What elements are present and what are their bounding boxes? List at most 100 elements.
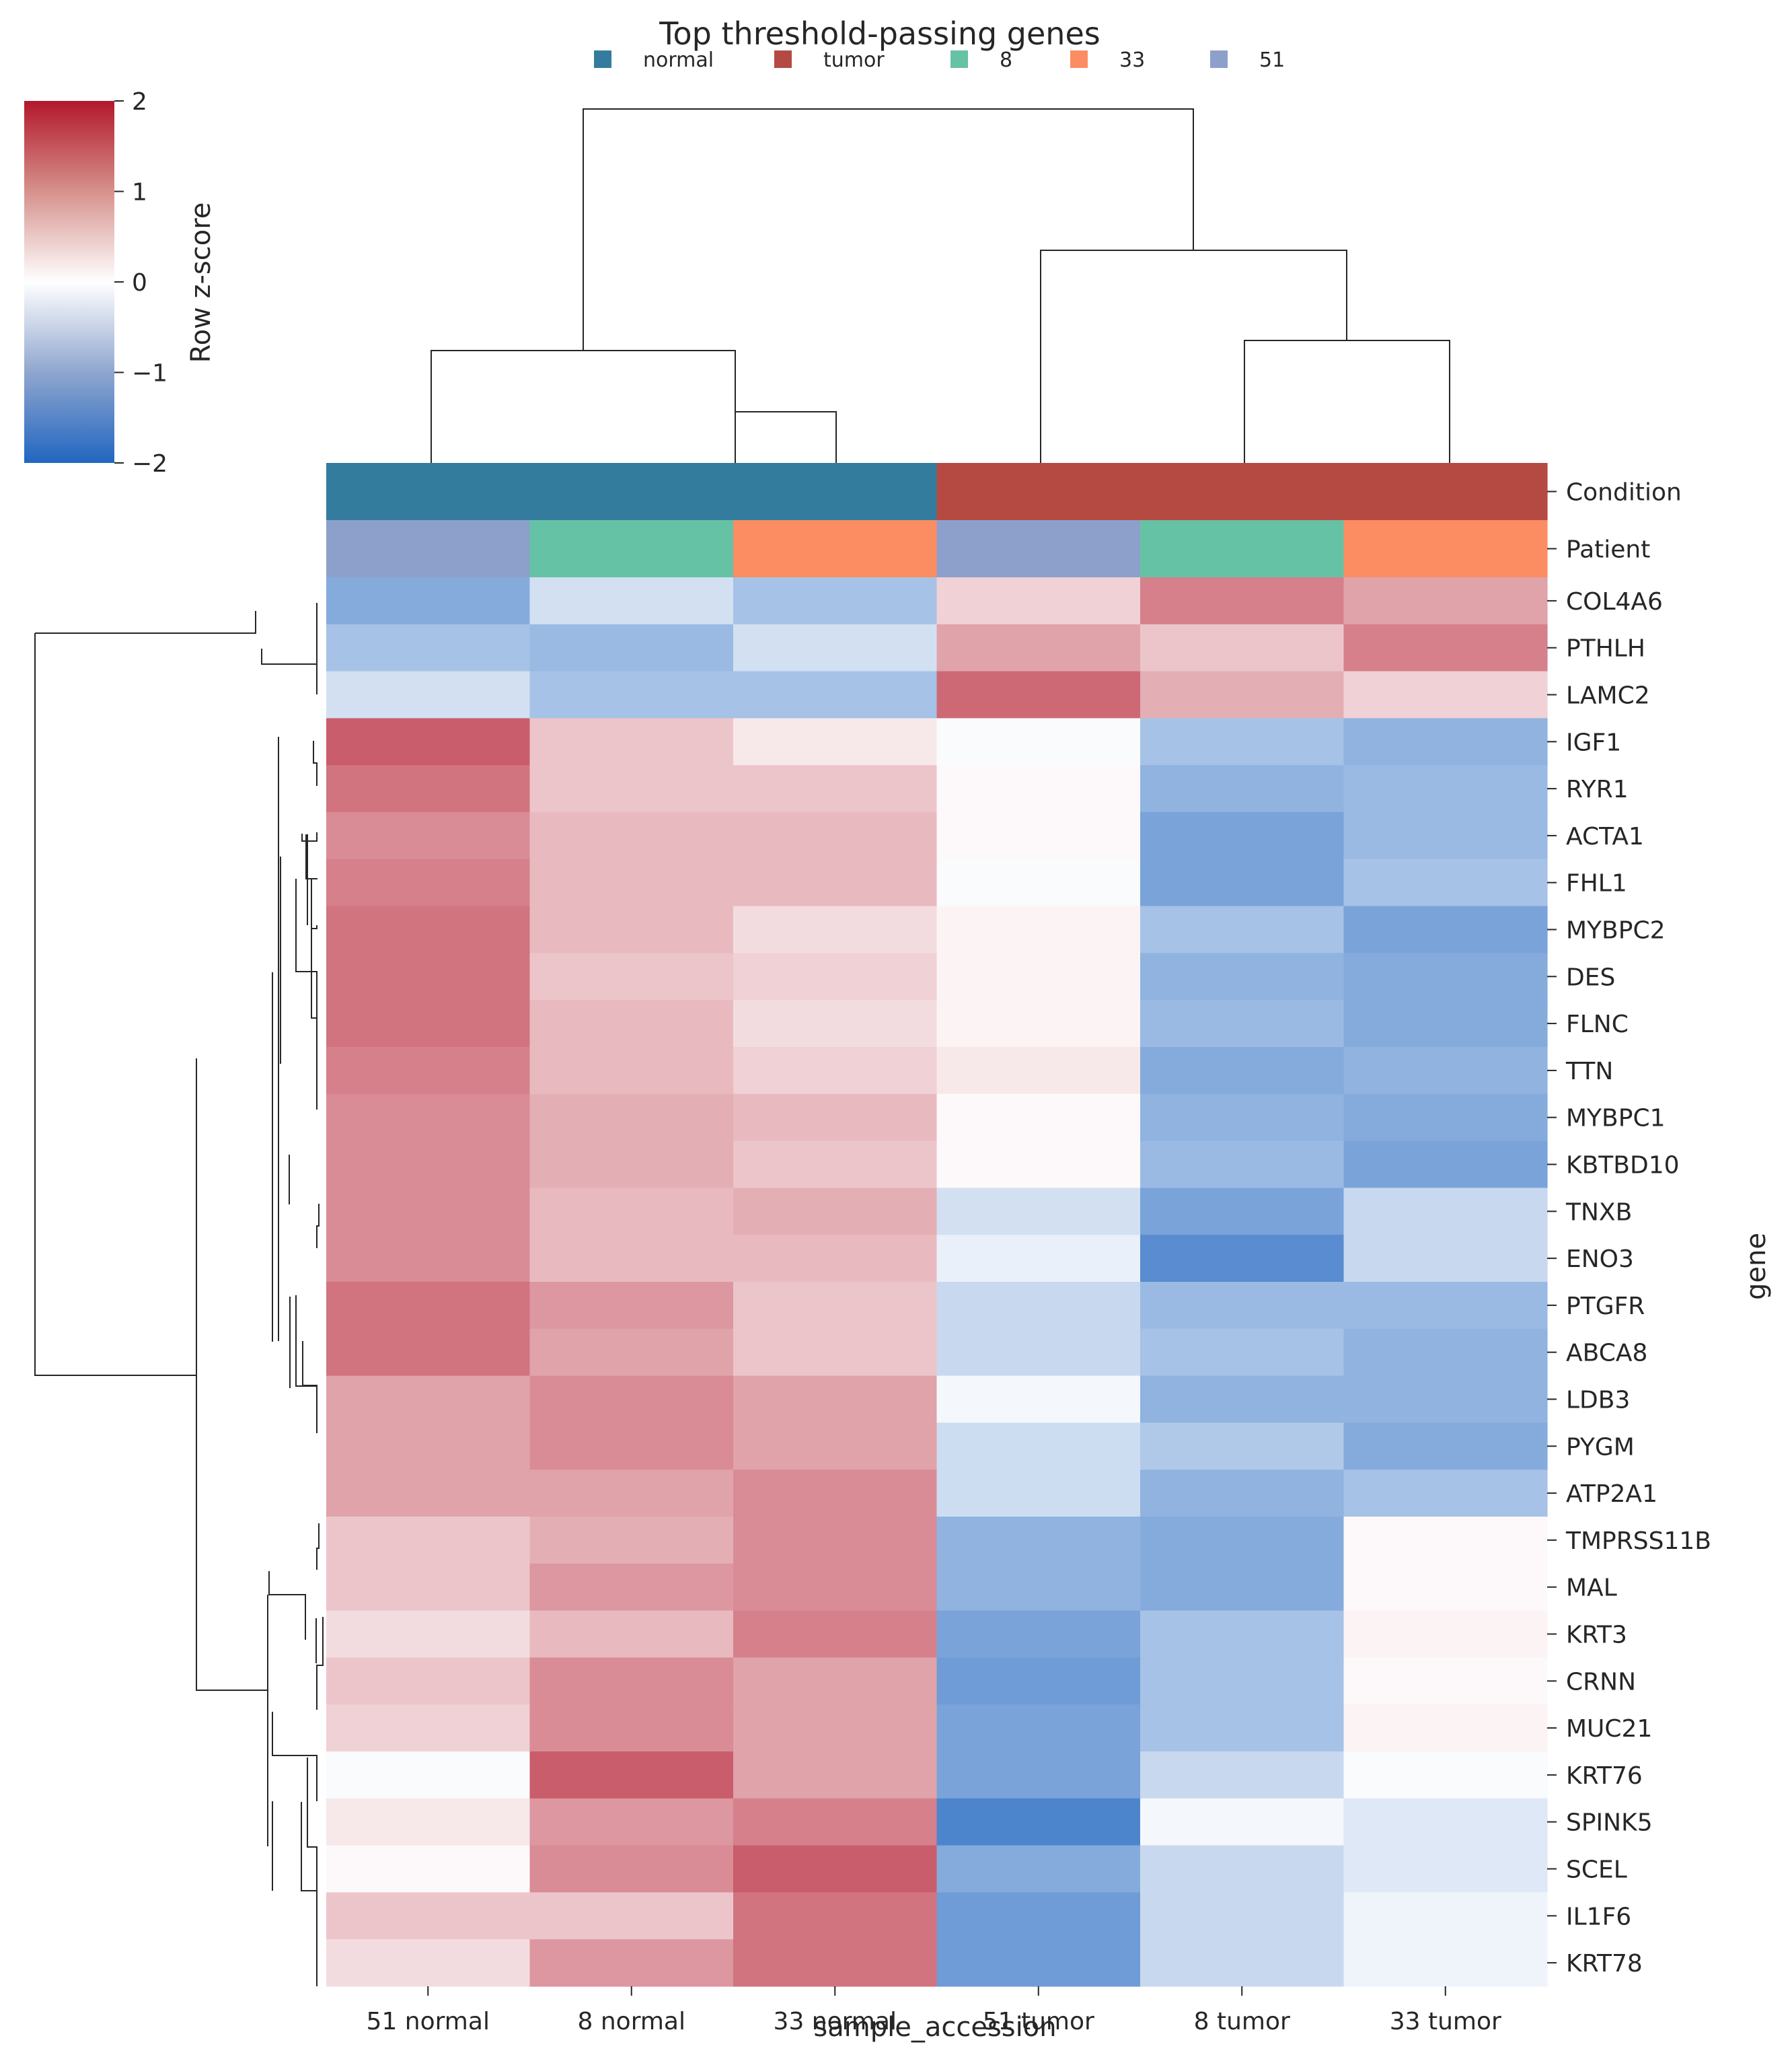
heatmap-cell-ptgfr-51-normal (326, 1282, 531, 1330)
heatmap-cell-krt3-33-normal (733, 1610, 938, 1658)
heatmap-cell-krt3-33-tumor (1343, 1610, 1548, 1658)
row-label-abca8: ABCA8 (1566, 1340, 1647, 1367)
heatmap-cell-pthlh-33-tumor (1343, 624, 1548, 672)
colorbar-tick-label-2: 0 (132, 269, 147, 297)
heatmap-cell-tnxb-33-tumor (1343, 1188, 1548, 1235)
heatmap-cell-tmprss11b-8-tumor (1140, 1517, 1345, 1564)
heatmap-cell-krt3-51-normal (326, 1610, 531, 1658)
heatmap-cell-scel-51-tumor (936, 1845, 1141, 1893)
column-dendrogram (431, 108, 1450, 463)
heatmap-cell-mybpc1-51-normal (326, 1093, 531, 1142)
heatmap-cell-ldb3-33-tumor (1343, 1375, 1548, 1423)
row-label-spink5: SPINK5 (1566, 1809, 1653, 1837)
row-label-mybpc1: MYBPC1 (1566, 1105, 1666, 1132)
heatmap-cell-atp2a1-8-normal (529, 1470, 734, 1517)
heatmap-cell-ryr1-8-tumor (1140, 765, 1345, 813)
heatmap-cell-muc21-33-normal (733, 1704, 938, 1752)
column-label-8-normal: 8 normal (578, 2008, 686, 2035)
heatmap-cell-abca8-8-normal (529, 1328, 734, 1377)
heatmap-cell-ryr1-51-tumor (936, 765, 1141, 813)
heatmap-cell-ldb3-33-normal (733, 1375, 938, 1423)
heatmap-cell-spink5-51-tumor (936, 1798, 1141, 1846)
heatmap-cell-mal-33-normal (733, 1563, 938, 1611)
heatmap-cell-scel-8-normal (529, 1845, 734, 1893)
heatmap-cell-krt76-51-tumor (936, 1751, 1141, 1799)
annotation-cell-condition-33-tumor (1343, 463, 1548, 520)
annotation-label-patient: Patient (1566, 536, 1650, 564)
heatmap-cell-mybpc2-51-normal (326, 906, 531, 953)
heatmap-cell-spink5-8-normal (529, 1798, 734, 1846)
heatmap-cell-igf1-33-tumor (1343, 718, 1548, 766)
heatmap-cell-pygm-51-tumor (936, 1422, 1141, 1470)
row-label-col4a6: COL4A6 (1566, 588, 1663, 616)
heatmap-cell-crnn-8-normal (529, 1657, 734, 1705)
heatmap-cell-atp2a1-51-normal (326, 1470, 531, 1517)
heatmap-cell-mal-33-tumor (1343, 1563, 1548, 1611)
row-tick-labels: COL4A6 PTHLH LAMC2 IGF1 RYR1 ACTA1 FHL1 MYBPC2 D… (1547, 588, 1711, 1978)
annotation-label-condition: Condition (1566, 479, 1682, 507)
legend-swatch-tumor (774, 50, 792, 68)
heatmap-cell-igf1-8-normal (529, 718, 734, 766)
row-label-pthlh: PTHLH (1566, 635, 1645, 663)
heatmap-cell-abca8-8-tumor (1140, 1328, 1345, 1377)
heatmap-cell-ptgfr-33-normal (733, 1282, 938, 1330)
heatmap-cell-ryr1-51-normal (326, 765, 531, 813)
heatmap-cell-flnc-51-tumor (936, 1000, 1141, 1048)
heatmap-cell-crnn-51-normal (326, 1657, 531, 1705)
heatmap-cell-krt3-8-tumor (1140, 1610, 1345, 1658)
heatmap-cell-mybpc1-8-normal (529, 1093, 734, 1142)
heatmap-cell-krt78-51-normal (326, 1939, 531, 1987)
heatmap-cell-ttn-33-normal (733, 1047, 938, 1095)
heatmap-cell-pygm-8-tumor (1140, 1422, 1345, 1470)
colorbar-label: Row z-score (186, 203, 217, 363)
column-label-51-normal: 51 normal (367, 2008, 490, 2035)
heatmap-cell-lamc2-33-tumor (1343, 671, 1548, 719)
row-dendrogram (34, 603, 324, 1986)
legend-swatch-51 (1210, 50, 1228, 68)
row-label-scel: SCEL (1566, 1856, 1627, 1884)
heatmap-cell-tnxb-51-normal (326, 1188, 531, 1235)
annotation-cell-condition-8-normal (529, 463, 734, 520)
heatmap-cell-igf1-33-normal (733, 718, 938, 766)
heatmap-cell-des-8-tumor (1140, 953, 1345, 1001)
heatmap-cell-lamc2-8-normal (529, 671, 734, 719)
heatmap-cell-des-33-normal (733, 953, 938, 1001)
heatmap-cell-pthlh-8-normal (529, 624, 734, 672)
row-label-ryr1: RYR1 (1566, 776, 1629, 803)
heatmap-cell-fhl1-8-tumor (1140, 859, 1345, 907)
annotation-cell-patient-33-tumor (1343, 520, 1548, 577)
legend-label-normal: normal (643, 48, 714, 72)
heatmap-cell-ptgfr-33-tumor (1343, 1282, 1548, 1330)
heatmap-cell-col4a6-33-normal (733, 577, 938, 625)
heatmap-cell-acta1-33-normal (733, 812, 938, 860)
heatmap-cell-spink5-33-normal (733, 1798, 938, 1846)
heatmap-cell-crnn-8-tumor (1140, 1657, 1345, 1705)
legend: normal tumor 8 33 51 (594, 48, 1285, 72)
heatmap-cell-spink5-8-tumor (1140, 1798, 1345, 1846)
heatmap-cell-flnc-33-normal (733, 1000, 938, 1048)
heatmap-cell-mybpc2-51-tumor (936, 906, 1141, 953)
legend-label-8: 8 (1000, 48, 1012, 72)
heatmap-cell-ldb3-8-tumor (1140, 1375, 1345, 1423)
row-label-fhl1: FHL1 (1566, 870, 1627, 898)
heatmap-cell-tnxb-51-tumor (936, 1188, 1141, 1235)
row-label-atp2a1: ATP2A1 (1566, 1480, 1657, 1508)
heatmap-cell-krt3-8-normal (529, 1610, 734, 1658)
legend-swatch-normal (594, 50, 611, 68)
heatmap-cell-col4a6-51-normal (326, 577, 531, 625)
colorbar (24, 101, 114, 463)
legend-swatch-33 (1070, 50, 1088, 68)
colorbar-tick-label-4: −2 (132, 450, 167, 478)
heatmap-cell-abca8-51-tumor (936, 1328, 1141, 1377)
heatmap-cell-des-33-tumor (1343, 953, 1548, 1001)
heatmap-cell-ldb3-51-tumor (936, 1375, 1141, 1423)
heatmap-cell-krt78-8-normal (529, 1939, 734, 1987)
heatmap-cell-des-8-normal (529, 953, 734, 1001)
heatmap-cell-il1f6-8-tumor (1140, 1892, 1345, 1940)
heatmap-cell-tmprss11b-51-normal (326, 1517, 531, 1564)
heatmap-cell-tnxb-8-tumor (1140, 1188, 1345, 1235)
heatmap-cell-pthlh-33-normal (733, 624, 938, 672)
heatmap-cell-acta1-8-tumor (1140, 812, 1345, 860)
heatmap-cell-krt76-8-normal (529, 1751, 734, 1799)
